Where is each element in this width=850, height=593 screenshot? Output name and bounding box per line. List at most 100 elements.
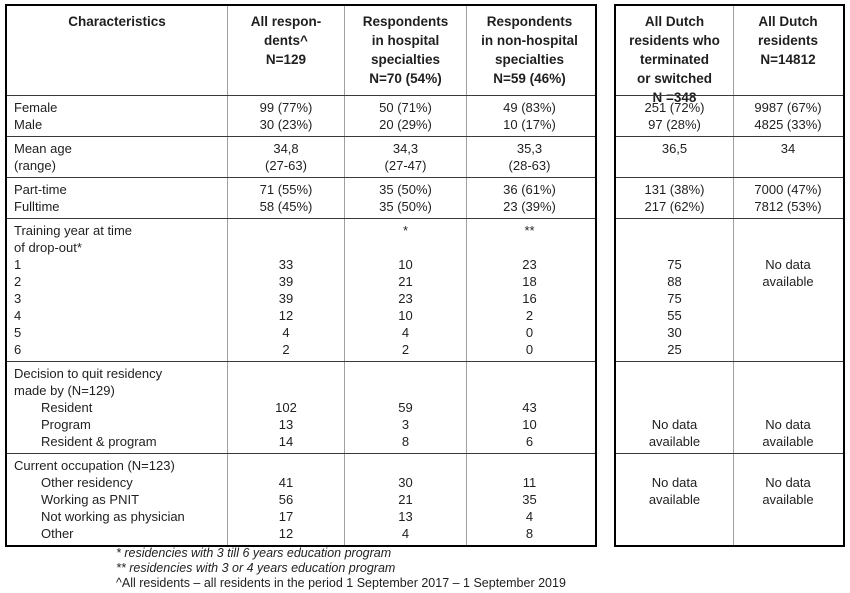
- non-hospital-column: 36 (61%) 23 (39%): [466, 178, 592, 218]
- cell-value: 23 (39%): [503, 199, 556, 214]
- all-dutch-column: 34: [733, 137, 842, 177]
- section-worktime: 131 (38%) 217 (62%) 7000 (47%) 7812 (53%…: [616, 177, 843, 218]
- cell-value: (28-63): [508, 158, 551, 173]
- all-respondents-column: 34,8 (27-63): [227, 137, 344, 177]
- cell-value: [734, 222, 842, 239]
- all-respondents-column: 41 56 17 12: [227, 454, 344, 545]
- header-line: All Dutch: [644, 14, 705, 29]
- hospital-column: 59 3 8: [344, 362, 466, 453]
- column-header-characteristics: Characteristics: [7, 6, 227, 95]
- cell-value: [616, 222, 733, 239]
- cell-value: [467, 382, 592, 399]
- cell-value: 41: [278, 475, 294, 490]
- cell-value: [734, 365, 842, 382]
- column-header-hospital: Respondents in hospital specialties N=70…: [344, 6, 466, 95]
- row-label: Not working as physician: [41, 509, 185, 524]
- cell-value: [616, 399, 733, 416]
- cell-value: 97 (28%): [648, 117, 701, 132]
- cell-value: 30 (23%): [259, 117, 313, 132]
- cell-value: 36 (61%): [503, 182, 556, 197]
- cell-value: 13: [278, 417, 294, 432]
- cell-value: [616, 365, 733, 382]
- footnote-caret: ^All residents – all residents in the pe…: [116, 576, 566, 590]
- cell-value: [734, 157, 842, 174]
- header-line: N=129: [265, 52, 307, 67]
- cell-value: 55: [667, 308, 682, 323]
- cell-value: [228, 222, 344, 239]
- cell-value: 10: [398, 257, 413, 272]
- cell-value: *: [402, 223, 409, 238]
- cell-value: [734, 290, 842, 307]
- header-line: N=70 (54%): [369, 71, 442, 86]
- cell-value: 4: [282, 325, 290, 340]
- row-label: (range): [14, 158, 56, 173]
- section-occupation: Current occupation (N=123) Other residen…: [7, 453, 595, 545]
- cell-value: [734, 457, 842, 474]
- row-label: made by (N=129): [14, 383, 115, 398]
- cell-value: 7000 (47%): [754, 182, 822, 197]
- cell-value: 50 (71%): [379, 100, 432, 115]
- cell-value: (27-47): [384, 158, 427, 173]
- cell-value: 30: [398, 475, 413, 490]
- section-gender: Female Male 99 (77%) 30 (23%) 50 (71%) 2…: [7, 95, 595, 136]
- cell-value: 88: [667, 274, 682, 289]
- cell-value: [734, 324, 842, 341]
- row-label: Fulltime: [14, 199, 60, 214]
- cell-value: [616, 508, 733, 525]
- hospital-column: 35 (50%) 35 (50%): [344, 178, 466, 218]
- header-line: in non-hospital: [481, 33, 578, 48]
- cell-value: 56: [278, 492, 294, 507]
- cell-value: (27-63): [265, 158, 307, 173]
- header-line: N=14812: [760, 52, 816, 67]
- cell-value: 13: [398, 509, 413, 524]
- all-dutch-column: No data available: [733, 362, 842, 453]
- cell-value: 4: [401, 325, 410, 340]
- header-line: Characteristics: [68, 14, 166, 29]
- all-dutch-column: No data available: [733, 219, 842, 361]
- row-label: Male: [14, 117, 43, 132]
- cell-value: **: [524, 223, 535, 238]
- cell-value: [228, 457, 344, 474]
- cell-value: [734, 307, 842, 324]
- cell-value: 12: [278, 308, 294, 323]
- cell-value: 4825 (33%): [754, 117, 822, 132]
- cell-value: 10: [522, 417, 537, 432]
- cell-value: [734, 239, 842, 256]
- label-column: Mean age (range): [7, 137, 227, 177]
- cell-value: 10 (17%): [503, 117, 556, 132]
- cell-value: available: [648, 492, 701, 507]
- main-table: Characteristics All respon- dents^ N=129…: [5, 4, 597, 547]
- cell-value: 21: [398, 274, 413, 289]
- footnotes: * residencies with 3 till 6 years educat…: [116, 546, 566, 591]
- cell-value: 16: [522, 291, 537, 306]
- section-gender: 251 (72%) 97 (28%) 9987 (67%) 4825 (33%): [616, 95, 843, 136]
- cell-value: 6: [525, 434, 534, 449]
- header-line: N =348: [652, 90, 697, 105]
- main-header-row: Characteristics All respon- dents^ N=129…: [7, 6, 595, 95]
- cell-value: [734, 382, 842, 399]
- cell-value: [228, 382, 344, 399]
- section-worktime: Part-time Fulltime 71 (55%) 58 (45%) 35 …: [7, 177, 595, 218]
- header-line: specialties: [370, 52, 441, 67]
- cell-value: [228, 239, 344, 256]
- terminated-column: 251 (72%) 97 (28%): [616, 96, 733, 136]
- hospital-column: * 10 21 23 10 4 2: [344, 219, 466, 361]
- cell-value: 8: [401, 434, 410, 449]
- non-hospital-column: 11 35 4 8: [466, 454, 592, 545]
- section-occupation: No data available No data available: [616, 453, 843, 545]
- cell-value: [734, 508, 842, 525]
- terminated-column: No data available: [616, 454, 733, 545]
- cell-value: available: [762, 274, 814, 289]
- dutch-header-row: All Dutch residents who terminated or sw…: [616, 6, 843, 105]
- row-label: Female: [14, 100, 58, 115]
- row-label: Part-time: [14, 182, 67, 197]
- column-header-non-hospital: Respondents in non-hospital specialties …: [466, 6, 592, 95]
- non-hospital-column: ** 23 18 16 2 0 0: [466, 219, 592, 361]
- cell-value: 2: [525, 308, 534, 323]
- cell-value: 12: [278, 526, 294, 541]
- non-hospital-column: 43 10 6: [466, 362, 592, 453]
- row-label: Program: [41, 417, 91, 432]
- all-respondents-column: 102 13 14: [227, 362, 344, 453]
- non-hospital-column: 49 (83%) 10 (17%): [466, 96, 592, 136]
- terminated-column: 131 (38%) 217 (62%): [616, 178, 733, 218]
